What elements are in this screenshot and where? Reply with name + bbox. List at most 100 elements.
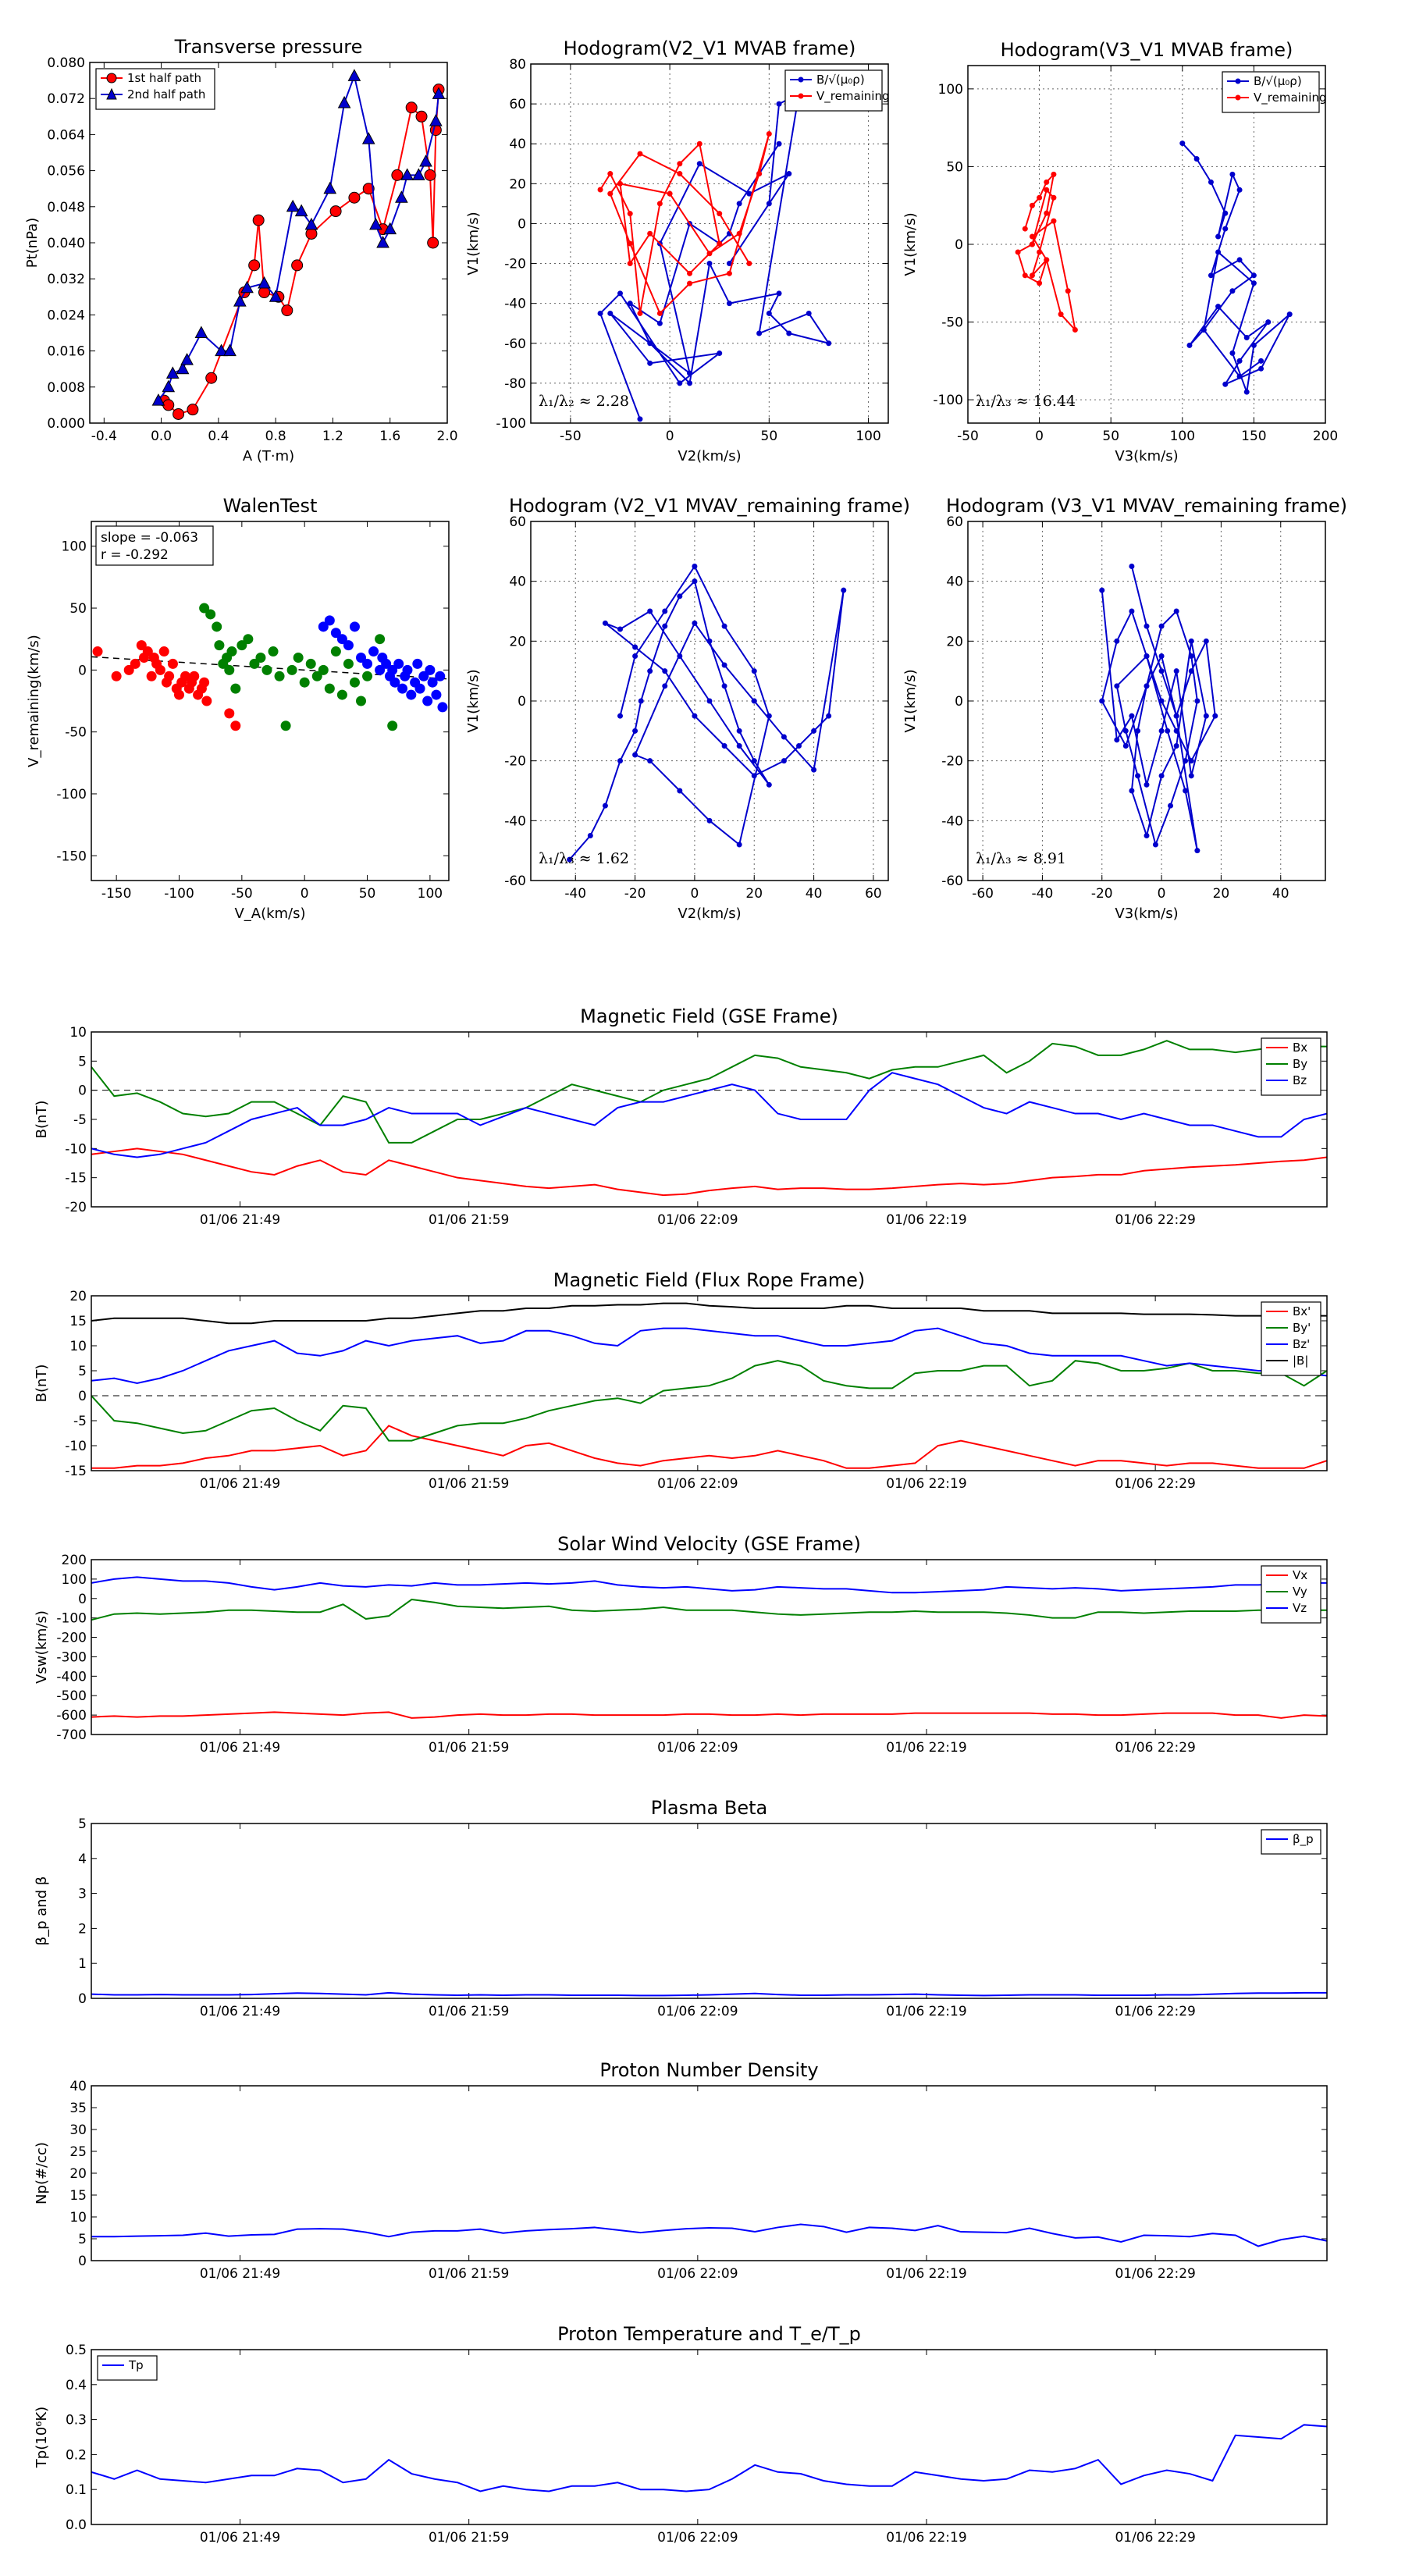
y-tick-label: 40: [509, 575, 526, 590]
chart-bfr: Magnetic Field (Flux Rope Frame) -15 -10 -5…: [34, 1269, 1328, 1492]
x-tick-label: 01/06 21:49: [200, 1212, 280, 1228]
legend-marker: [798, 76, 804, 83]
data-point: [286, 199, 300, 212]
data-point: [1222, 381, 1229, 387]
data-point: [706, 251, 713, 257]
y-tick-label: 50: [946, 159, 963, 175]
data-point: [1144, 781, 1150, 788]
chart-title: Solar Wind Velocity (GSE Frame): [557, 1533, 861, 1555]
data-point: [811, 728, 817, 734]
data-point: [687, 270, 693, 276]
x-tick-label: 0: [691, 886, 699, 902]
x-tick-label: 01/06 22:29: [1115, 2266, 1195, 2282]
y-axis-label: Tp(10⁶K): [34, 2407, 50, 2468]
data-point: [1152, 841, 1158, 848]
data-point: [1037, 194, 1043, 201]
plot-area: [91, 2424, 1327, 2492]
data-point: [337, 95, 351, 109]
data-point: [223, 343, 237, 357]
plot-area: [91, 603, 449, 731]
data-point: [1135, 728, 1141, 734]
data-point: [1044, 179, 1050, 185]
data-point: [811, 767, 817, 773]
data-point: [1072, 327, 1078, 333]
plot-area: [91, 1991, 1327, 1997]
legend-label: By: [1293, 1057, 1307, 1071]
data-point: [726, 301, 732, 307]
legend-frame: [1261, 1037, 1321, 1096]
data-point: [230, 683, 241, 694]
x-tick-label: 01/06 22:09: [657, 2004, 738, 2019]
chart-title: Plasma Beta: [651, 1797, 767, 1819]
data-point: [1215, 304, 1222, 310]
y-tick-label: 15: [69, 2188, 87, 2204]
x-tick-label: 01/06 21:49: [200, 1740, 280, 1756]
data-point: [607, 310, 614, 316]
data-point: [405, 101, 418, 114]
legend: Vx Vy Vz: [1261, 1565, 1321, 1624]
data-point: [304, 217, 318, 230]
data-point: [632, 752, 638, 758]
eigenvalue-ratio-label: λ₁/λ₂ ≈ 2.28: [539, 393, 629, 410]
y-tick-label: 30: [69, 2122, 87, 2138]
data-point: [1215, 233, 1222, 240]
x-axis-label: V3(km/s): [1115, 448, 1178, 464]
y-tick-label: 0.2: [66, 2447, 87, 2463]
legend: B/√(μ₀ρ) V_remaining: [1222, 71, 1327, 113]
data-point: [158, 646, 169, 657]
data-point: [318, 621, 329, 632]
data-point: [736, 230, 742, 237]
axes-frame: [91, 2085, 1328, 2261]
x-tick-label: 01/06 22:19: [886, 2004, 966, 2019]
data-point: [677, 171, 683, 177]
y-tick-label: 0: [78, 1389, 87, 1404]
y-tick-label: 0.040: [47, 236, 85, 251]
y-tick-label: 0: [955, 694, 963, 710]
x-tick-label: 0: [301, 886, 309, 902]
x-tick-label: 01/06 21:49: [200, 1476, 280, 1492]
data-point: [1037, 249, 1043, 255]
data-point: [806, 310, 812, 316]
x-tick-label: 150: [1241, 429, 1266, 444]
data-point: [746, 261, 752, 267]
data-point: [173, 407, 185, 420]
legend-label: By': [1293, 1321, 1311, 1335]
data-point: [1188, 758, 1194, 764]
data-point: [1135, 773, 1141, 779]
data-point: [781, 734, 787, 740]
data-point: [1158, 728, 1165, 734]
y-tick-label: -5: [73, 1112, 87, 1128]
plot-area: [1099, 564, 1218, 854]
x-tick-label: -40: [564, 886, 586, 902]
data-point: [180, 671, 191, 681]
data-point: [1183, 758, 1189, 764]
data-point: [336, 634, 347, 645]
series-line-1st half path: [163, 89, 440, 415]
legend-label: β_p: [1293, 1832, 1314, 1847]
data-point: [1122, 728, 1129, 734]
y-axis-label: β_p and β: [34, 1877, 50, 1946]
series-line-Bz': [91, 1327, 1327, 1385]
y-tick-label: 0.3: [66, 2413, 87, 2428]
legend-label: V_remaining: [816, 89, 890, 104]
data-point: [786, 171, 792, 177]
data-point: [1258, 365, 1264, 372]
x-tick-label: 01/06 22:19: [886, 1476, 966, 1492]
data-point: [291, 259, 304, 272]
legend-label: B/√(μ₀ρ): [1254, 74, 1302, 88]
data-point: [418, 671, 429, 681]
x-tick-label: 01/06 22:29: [1115, 1740, 1195, 1756]
x-tick-label: 01/06 21:49: [200, 2266, 280, 2282]
data-point: [136, 640, 147, 651]
data-point: [330, 628, 341, 639]
data-point: [796, 743, 802, 749]
data-point: [361, 132, 375, 144]
data-point: [1158, 653, 1165, 659]
y-tick-label: 5: [78, 1816, 87, 1832]
data-point: [369, 217, 382, 230]
y-tick-label: -10: [65, 1141, 87, 1157]
eigenvalue-ratio-label: λ₁/λ₃ ≈ 8.91: [976, 850, 1066, 867]
data-point: [393, 658, 404, 669]
data-point: [305, 658, 316, 669]
